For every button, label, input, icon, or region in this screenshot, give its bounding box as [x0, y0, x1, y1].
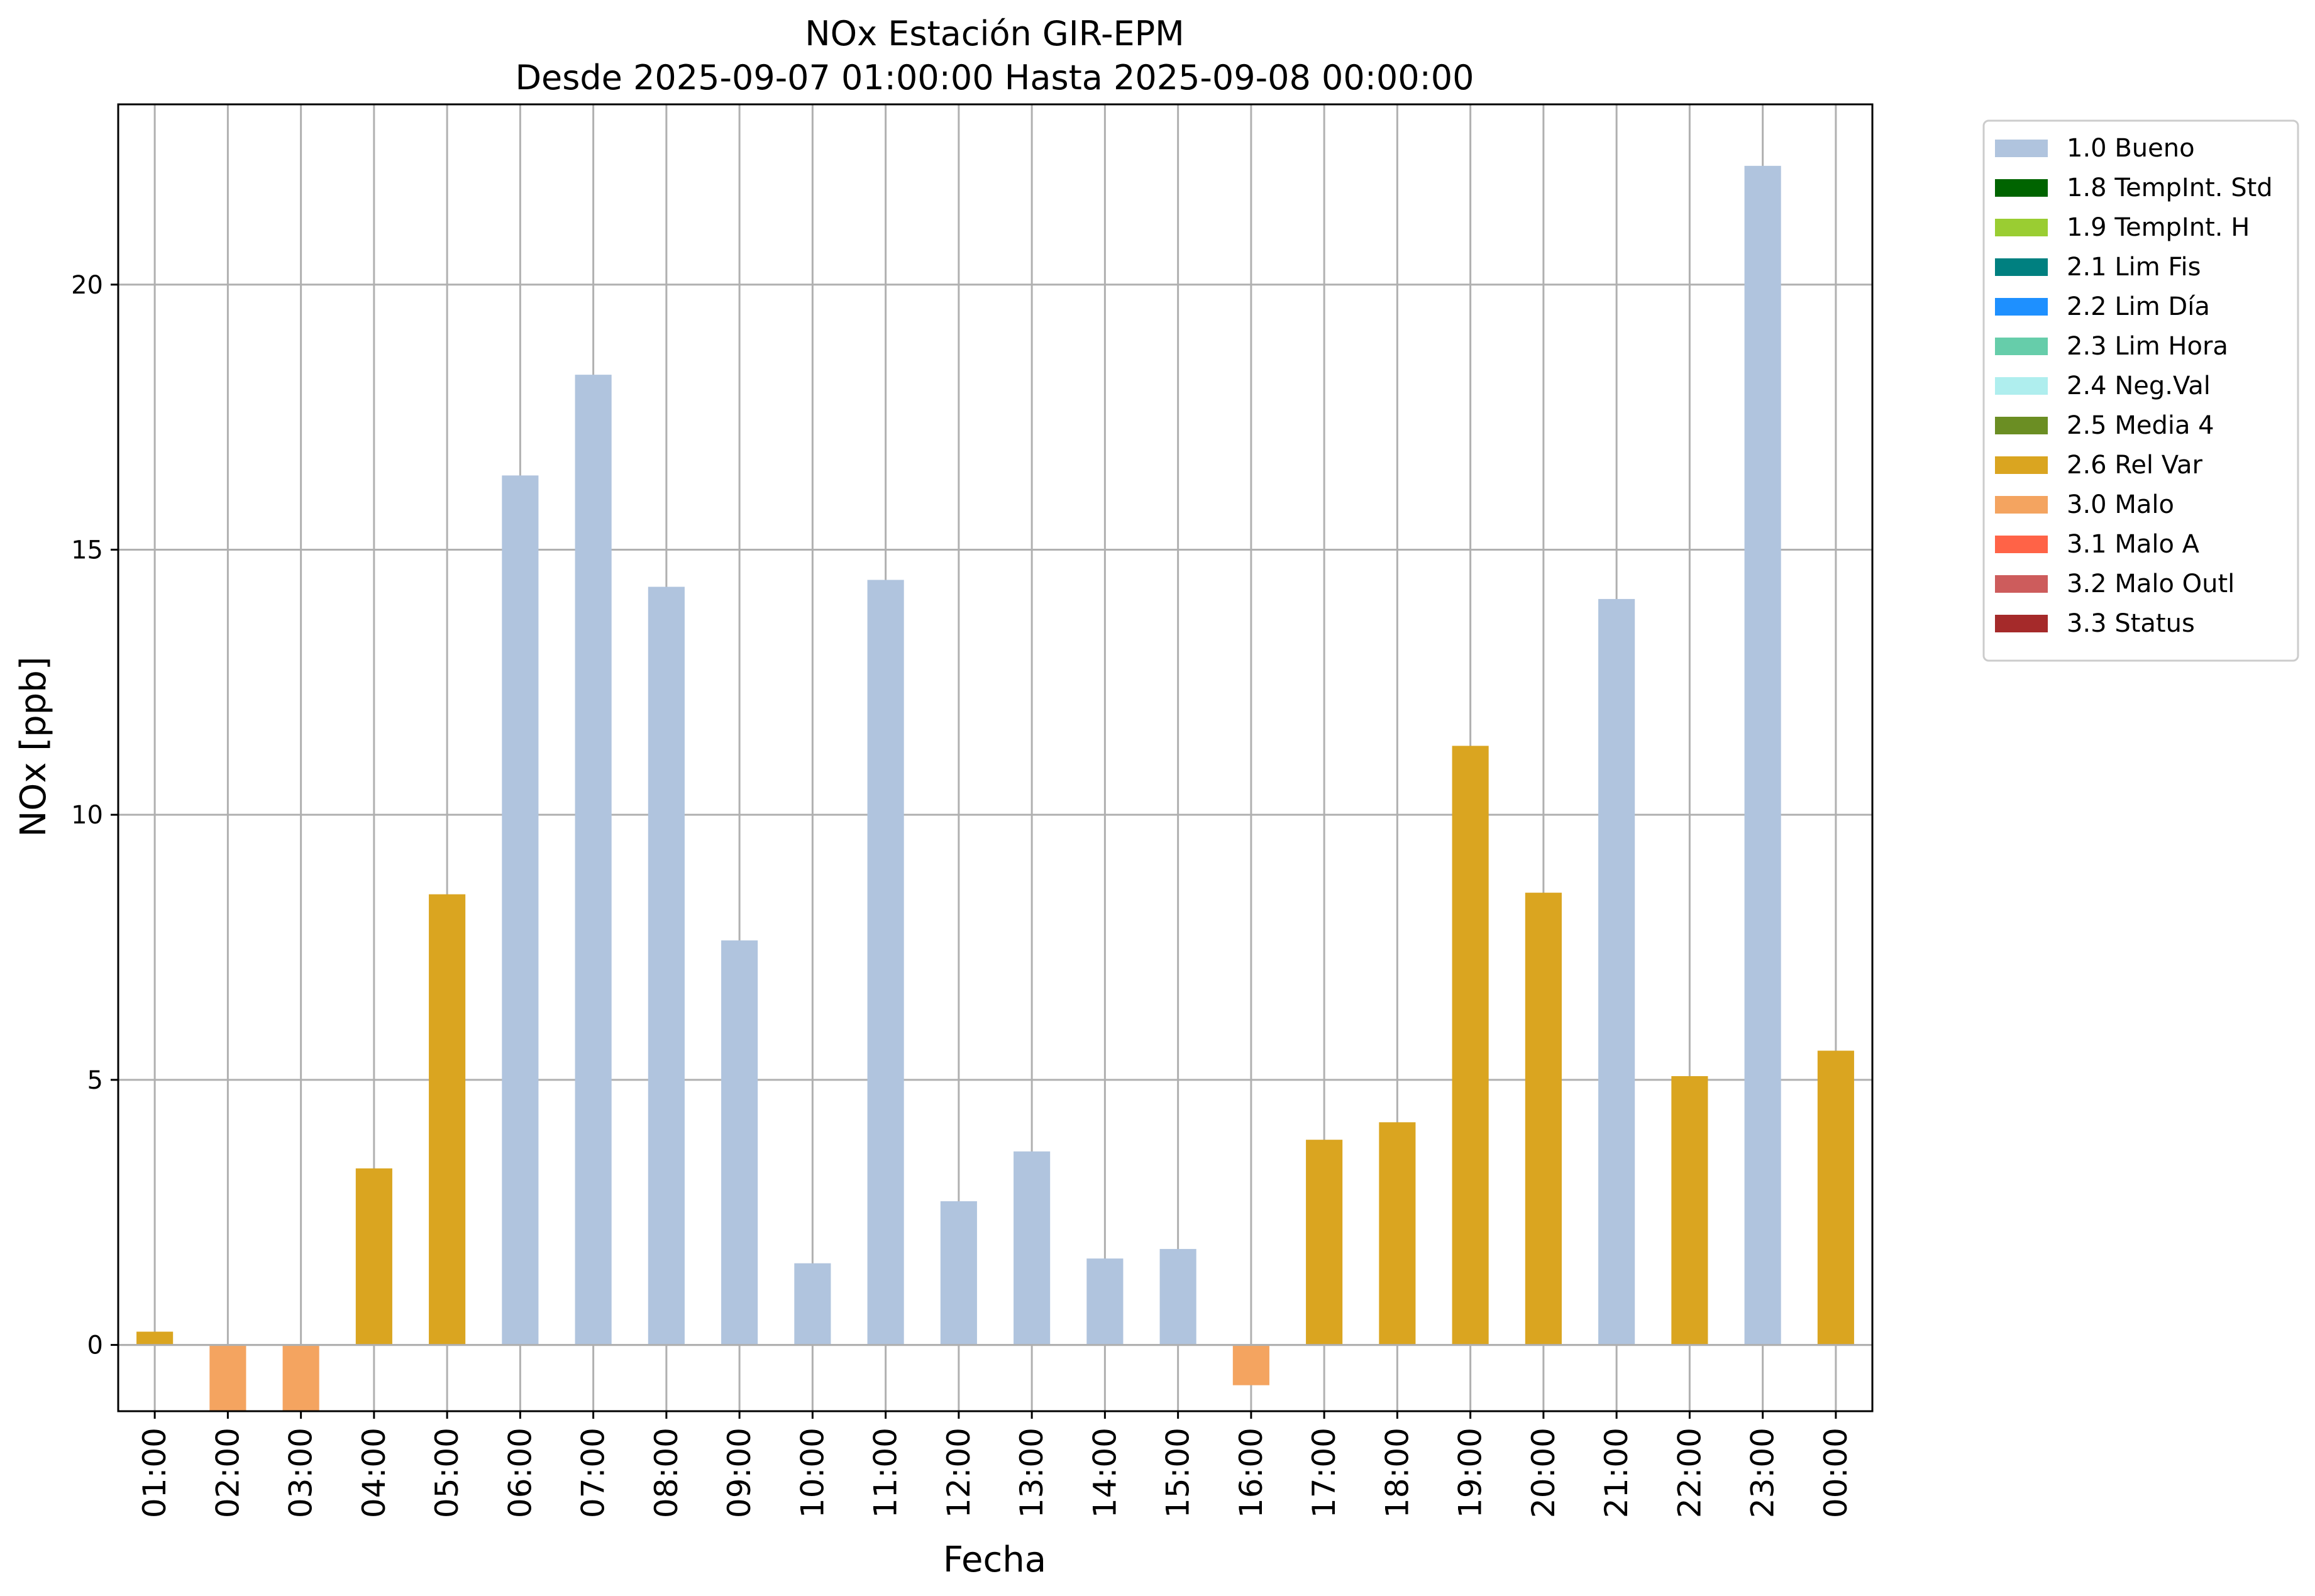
legend-swatch [1995, 140, 2048, 157]
x-tick-label: 23:00 [1745, 1428, 1781, 1518]
bar-06:00 [502, 475, 539, 1345]
legend-swatch [1995, 258, 2048, 276]
x-tick-label: 02:00 [209, 1428, 246, 1518]
legend-swatch [1995, 298, 2048, 316]
x-tick-label: 03:00 [283, 1428, 319, 1518]
bar-23:00 [1744, 165, 1781, 1345]
legend-label: 2.3 Lim Hora [2067, 332, 2228, 361]
x-tick-label: 20:00 [1525, 1428, 1562, 1518]
bar-09:00 [721, 940, 758, 1345]
legend-label: 3.1 Malo A [2067, 530, 2200, 559]
bar-21:00 [1598, 598, 1635, 1345]
legend-swatch [1995, 456, 2048, 474]
legend-swatch [1995, 496, 2048, 514]
bar-15:00 [1159, 1248, 1196, 1345]
legend-swatch [1995, 338, 2048, 355]
legend-label: 1.9 TempInt. H [2067, 213, 2250, 242]
legend-label: 1.0 Bueno [2067, 134, 2195, 163]
x-tick-label: 21:00 [1598, 1428, 1635, 1518]
legend-box [1982, 119, 2299, 662]
chart-subtitle: Desde 2025-09-07 01:00:00 Hasta 2025-09-… [515, 58, 1474, 97]
legend-swatch [1995, 219, 2048, 236]
bar-18:00 [1379, 1122, 1416, 1345]
x-tick-label: 14:00 [1086, 1428, 1123, 1518]
x-tick-label: 08:00 [648, 1428, 685, 1518]
x-tick-label: 07:00 [575, 1428, 612, 1518]
legend-label: 2.1 Lim Fis [2067, 253, 2201, 282]
x-tick-label: 15:00 [1160, 1428, 1196, 1518]
x-tick-label: 19:00 [1452, 1428, 1489, 1518]
y-axis-ticks: 0 5 10 15 20 [71, 271, 118, 1360]
bar-04:00 [355, 1168, 392, 1345]
plot-border [117, 103, 1874, 1412]
x-axis-label: Fecha [943, 1539, 1046, 1580]
x-tick-label: 11:00 [868, 1428, 904, 1518]
x-tick-label: 04:00 [356, 1428, 392, 1518]
legend-swatch [1995, 179, 2048, 197]
y-tick-label: 15 [71, 536, 103, 564]
bar-01:00 [136, 1331, 174, 1345]
x-tick-label: 16:00 [1233, 1428, 1269, 1518]
legend-label: 2.6 Rel Var [2067, 451, 2203, 480]
bars [136, 165, 1854, 1411]
bar-13:00 [1014, 1151, 1051, 1345]
y-tick-label: 20 [71, 271, 103, 300]
legend-label: 2.5 Media 4 [2067, 411, 2214, 440]
legend-label: 2.2 Lim Día [2067, 292, 2210, 321]
x-tick-label: 13:00 [1014, 1428, 1050, 1518]
bar-19:00 [1452, 746, 1489, 1345]
legend-label: 2.4 Neg.Val [2067, 371, 2211, 400]
x-tick-label: 05:00 [429, 1428, 465, 1518]
legend-label: 3.3 Status [2067, 609, 2195, 638]
legend-swatch [1995, 377, 2048, 395]
chart-title: NOx Estación GIR-EPM [805, 14, 1185, 53]
bar-20:00 [1525, 893, 1562, 1345]
bar-08:00 [648, 586, 685, 1345]
legend-label: 1.8 TempInt. Std [2067, 173, 2273, 202]
bar-02:00 [209, 1345, 246, 1411]
bar-07:00 [575, 375, 612, 1345]
bar-17:00 [1306, 1140, 1343, 1345]
bar-22:00 [1671, 1076, 1708, 1345]
y-tick-label: 10 [71, 801, 103, 830]
x-tick-label: 12:00 [941, 1428, 977, 1518]
plot-frame [117, 103, 1874, 1412]
legend-label: 3.2 Malo Outl [2067, 570, 2235, 598]
bar-10:00 [794, 1263, 831, 1345]
y-axis-label: NOx [ppb] [13, 656, 54, 837]
legend-swatch [1995, 575, 2048, 593]
legend-swatch [1995, 417, 2048, 434]
bar-11:00 [867, 580, 904, 1345]
y-tick-label: 5 [87, 1066, 103, 1095]
legend-swatch [1995, 615, 2048, 632]
legend: 1.0 Bueno 1.8 TempInt. Std 1.9 TempInt. H 2… [1982, 119, 2299, 662]
bar-16:00 [1232, 1345, 1269, 1385]
bar-05:00 [429, 894, 466, 1345]
x-tick-label: 09:00 [721, 1428, 758, 1518]
bar-00:00 [1817, 1050, 1854, 1345]
x-tick-label: 06:00 [502, 1428, 538, 1518]
x-tick-label: 17:00 [1306, 1428, 1342, 1518]
x-axis-ticks: 01:00 02:00 03:00 04:00 05:00 06:00 07:00 08:00… [136, 1411, 1854, 1518]
x-tick-label: 01:00 [136, 1428, 173, 1518]
legend-swatch [1995, 536, 2048, 553]
legend-label: 3.0 Malo [2067, 490, 2174, 519]
y-tick-label: 0 [87, 1331, 103, 1360]
bar-12:00 [940, 1201, 977, 1345]
x-tick-label: 18:00 [1379, 1428, 1415, 1518]
x-tick-label: 22:00 [1671, 1428, 1708, 1518]
x-tick-label: 10:00 [794, 1428, 831, 1518]
bar-14:00 [1086, 1258, 1124, 1345]
bar-03:00 [282, 1345, 319, 1411]
x-tick-label: 00:00 [1818, 1428, 1854, 1518]
